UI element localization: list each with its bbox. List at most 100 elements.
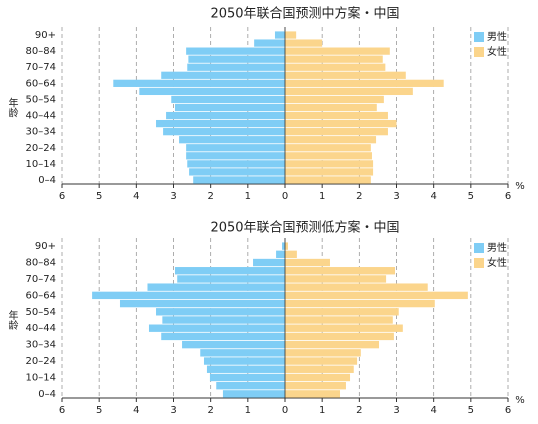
legend-swatch — [474, 47, 484, 57]
bar — [119, 299, 285, 308]
bar — [285, 128, 388, 136]
bar — [282, 242, 285, 250]
bar — [285, 63, 386, 71]
bar — [285, 160, 374, 168]
bar — [285, 79, 444, 87]
y-tick-label: 80–84 — [26, 46, 56, 57]
bar — [254, 39, 285, 47]
y-tick-label: 90+ — [35, 241, 56, 252]
chart-title: 2050年联合国预测中方案・中国 — [210, 6, 399, 22]
bar — [186, 144, 285, 152]
y-tick-label: 30–34 — [26, 127, 56, 138]
bar — [285, 242, 288, 250]
bar — [285, 176, 371, 184]
bar — [285, 332, 394, 341]
bar — [285, 291, 468, 300]
y-axis-label: 年龄 — [6, 309, 18, 331]
x-tick-label: 6 — [505, 405, 511, 416]
bar — [285, 55, 383, 63]
bar — [274, 31, 285, 39]
bar — [162, 316, 285, 324]
bar — [285, 136, 377, 144]
x-tick-label: 1 — [245, 405, 251, 416]
y-tick-label: 20–24 — [26, 143, 56, 154]
bar — [189, 168, 285, 176]
x-tick-label: 3 — [170, 191, 176, 202]
y-tick-label: 30–34 — [26, 340, 56, 351]
bar — [187, 63, 285, 71]
bar — [285, 103, 377, 112]
y-tick-label: 50–54 — [26, 307, 56, 318]
x-tick-label: 4 — [430, 405, 436, 416]
bar — [285, 299, 435, 308]
bar — [285, 316, 393, 324]
bar — [285, 390, 341, 398]
bar — [166, 111, 285, 120]
bar — [156, 119, 285, 128]
x-tick-label: 6 — [505, 191, 511, 202]
y-tick-label: 0–4 — [38, 175, 56, 186]
bar — [179, 136, 285, 144]
y-tick-label: 10–14 — [26, 159, 56, 170]
bar — [186, 152, 285, 160]
bar — [193, 176, 285, 184]
x-tick-label: 2 — [356, 191, 362, 202]
bar — [285, 47, 390, 55]
bar — [209, 373, 285, 382]
bar — [161, 71, 285, 79]
bar — [156, 308, 285, 316]
legend-swatch — [474, 32, 484, 42]
x-tick-label: 1 — [319, 405, 325, 416]
bar — [92, 291, 285, 300]
x-tick-label: 0 — [282, 405, 288, 416]
y-tick-label: 80–84 — [26, 258, 56, 269]
bar — [285, 258, 330, 267]
bar — [171, 95, 285, 104]
bar — [177, 275, 285, 283]
bar — [188, 55, 285, 63]
bar — [203, 357, 285, 365]
bar — [285, 275, 387, 283]
bar — [222, 390, 285, 398]
bar — [200, 349, 285, 357]
bar — [174, 103, 285, 112]
bar — [148, 324, 285, 332]
x-unit: % — [515, 181, 525, 192]
bar — [285, 39, 323, 47]
y-tick-label: 50–54 — [26, 94, 56, 105]
bar — [182, 340, 285, 349]
bar — [285, 373, 351, 382]
bar — [147, 283, 285, 291]
bar — [285, 349, 361, 357]
bar — [161, 332, 285, 341]
bar — [253, 258, 285, 267]
bar — [285, 308, 399, 316]
bar — [285, 340, 380, 349]
chart-title: 2050年联合国预测低方案・中国 — [210, 220, 399, 236]
bar — [174, 267, 285, 275]
bar — [285, 71, 406, 79]
x-unit: % — [515, 395, 525, 406]
bar — [285, 119, 397, 128]
y-tick-label: 60–64 — [26, 78, 56, 89]
bar — [285, 152, 372, 160]
bar — [163, 128, 285, 136]
bar — [186, 47, 285, 55]
y-tick-label: 40–44 — [26, 111, 56, 122]
y-tick-label: 70–74 — [26, 62, 56, 73]
x-tick-label: 4 — [133, 191, 139, 202]
bar — [206, 365, 285, 373]
legend-swatch — [474, 243, 484, 253]
x-tick-label: 4 — [133, 405, 139, 416]
bar — [285, 267, 396, 275]
legend-swatch — [474, 258, 484, 268]
x-tick-label: 2 — [207, 405, 213, 416]
y-tick-label: 40–44 — [26, 323, 56, 334]
bar — [285, 324, 403, 332]
x-tick-label: 4 — [430, 191, 436, 202]
bar — [276, 250, 285, 259]
bar — [139, 87, 285, 96]
y-axis-label: 年龄 — [6, 96, 18, 118]
legend-label: 女性 — [487, 256, 507, 269]
